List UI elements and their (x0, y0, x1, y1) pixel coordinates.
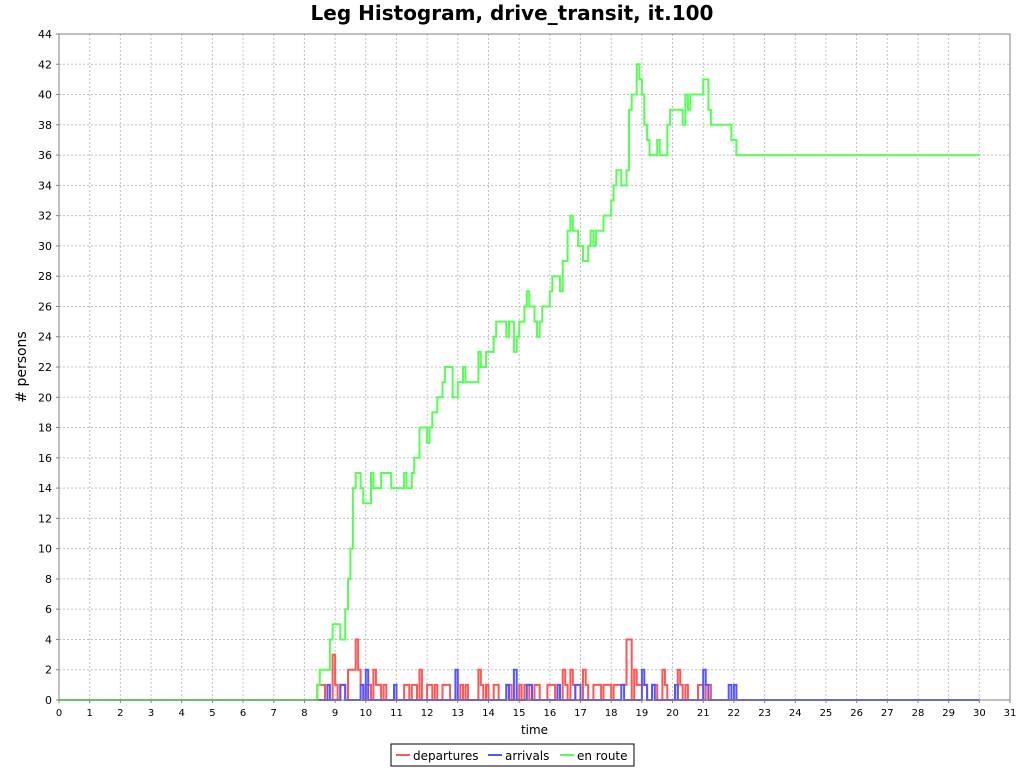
y-tick-label: 24 (38, 331, 52, 344)
y-tick-label: 28 (38, 270, 52, 283)
x-tick-label: 14 (482, 708, 495, 719)
x-tick-label: 20 (666, 708, 679, 719)
chart-title: Leg Histogram, drive_transit, it.100 (311, 1, 714, 25)
x-tick-label: 15 (513, 708, 526, 719)
y-tick-label: 12 (38, 512, 52, 525)
y-tick-label: 26 (38, 300, 52, 313)
legend-label-en-route: en route (577, 749, 628, 763)
legend-label-departures: departures (413, 749, 479, 763)
x-tick-label: 7 (271, 708, 277, 719)
y-axis-label: # persons (14, 331, 30, 402)
x-tick-label: 19 (636, 708, 649, 719)
x-tick-label: 10 (359, 708, 372, 719)
y-tick-label: 18 (38, 422, 52, 435)
x-tick-label: 2 (117, 708, 123, 719)
y-tick-label: 30 (38, 240, 52, 253)
x-tick-label: 24 (789, 708, 802, 719)
x-tick-label: 13 (451, 708, 464, 719)
x-tick-label: 22 (728, 708, 741, 719)
x-tick-label: 9 (332, 708, 338, 719)
y-tick-label: 16 (38, 452, 52, 465)
y-tick-label: 32 (38, 210, 52, 223)
y-tick-label: 20 (38, 391, 52, 404)
y-tick-label: 6 (45, 603, 52, 616)
x-tick-label: 27 (881, 708, 894, 719)
x-tick-label: 17 (574, 708, 587, 719)
x-tick-label: 31 (1004, 708, 1017, 719)
x-tick-label: 6 (240, 708, 246, 719)
y-tick-label: 34 (38, 179, 52, 192)
x-tick-label: 11 (390, 708, 403, 719)
x-tick-label: 4 (179, 708, 185, 719)
y-tick-label: 0 (45, 694, 52, 707)
x-tick-label: 3 (148, 708, 154, 719)
x-tick-label: 25 (820, 708, 833, 719)
x-tick-label: 12 (421, 708, 434, 719)
x-tick-label: 21 (697, 708, 710, 719)
y-tick-label: 4 (45, 633, 52, 646)
y-tick-label: 10 (38, 543, 52, 556)
x-tick-label: 0 (56, 708, 62, 719)
series-line-en-route (59, 63, 980, 701)
y-tick-label: 8 (45, 573, 52, 586)
legend: departures arrivals en route (390, 743, 635, 767)
y-tick-label: 40 (38, 89, 52, 102)
x-tick-label: 23 (758, 708, 771, 719)
x-axis-ticks: 0 1 2 3 4 5 6 7 8 9 10 11 12 13 14 15 16 17 18 19 20 21 22 23 24… (56, 700, 1017, 719)
x-tick-label: 26 (850, 708, 863, 719)
x-tick-label: 18 (605, 708, 618, 719)
legend-box (390, 743, 635, 767)
x-tick-label: 5 (209, 708, 215, 719)
y-tick-label: 2 (45, 664, 52, 677)
x-tick-label: 28 (912, 708, 925, 719)
legend-label-arrivals: arrivals (505, 749, 549, 763)
x-tick-label: 8 (301, 708, 307, 719)
x-tick-label: 16 (543, 708, 556, 719)
x-tick-label: 29 (942, 708, 955, 719)
x-axis-label: time (521, 723, 548, 737)
y-tick-label: 38 (38, 119, 52, 132)
y-tick-label: 14 (38, 482, 52, 495)
y-axis-ticks: 0246810121416182022242628303234363840424… (38, 28, 59, 707)
x-tick-label: 30 (973, 708, 986, 719)
y-tick-label: 36 (38, 149, 52, 162)
y-tick-label: 44 (38, 28, 52, 41)
y-tick-label: 22 (38, 361, 52, 374)
y-tick-label: 42 (38, 58, 52, 71)
x-tick-label: 1 (86, 708, 92, 719)
